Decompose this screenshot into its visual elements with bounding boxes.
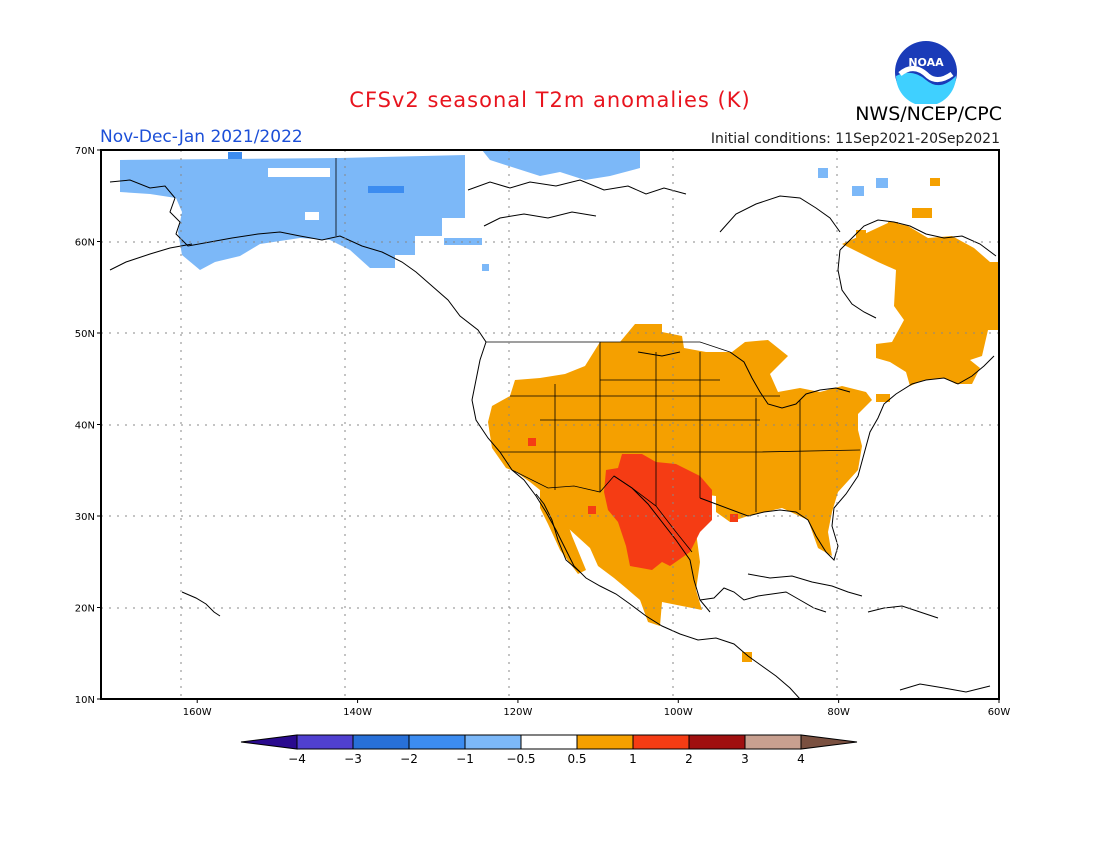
lat-tick-label: 50N <box>75 329 95 340</box>
lon-tick-label: 120W <box>503 707 532 718</box>
lat-tick-label: 40N <box>75 421 95 432</box>
colorbar-label: −0.5 <box>506 752 535 766</box>
colorbar-box <box>352 734 410 750</box>
lon-tick-label: 60W <box>988 707 1011 718</box>
lat-tick-label: 20N <box>75 604 95 615</box>
lat-tick-label: 70N <box>75 146 95 157</box>
colorbar-box <box>408 734 466 750</box>
lon-tick-label: 80W <box>827 707 850 718</box>
initial-conditions-label: Initial conditions: 11Sep2021-20Sep2021 <box>710 131 1000 147</box>
colorbar-label: 3 <box>741 752 749 766</box>
colorbar-box <box>576 734 634 750</box>
colorbar-label: 2 <box>685 752 693 766</box>
colorbar-box <box>744 734 802 750</box>
lat-tick-label: 30N <box>75 512 95 523</box>
colorbar-label: 4 <box>797 752 805 766</box>
graticule <box>101 150 999 699</box>
colorbar-box <box>688 734 746 750</box>
lon-tick-label: 100W <box>664 707 693 718</box>
colorbar-label: 0.5 <box>567 752 586 766</box>
noaa-logo-icon: NOAA <box>895 41 957 104</box>
lat-tick-label: 10N <box>75 695 95 706</box>
coastlines <box>109 179 997 699</box>
colorbar-arrow-high <box>800 734 858 750</box>
anomaly-fill-warm-red <box>528 438 738 570</box>
lat-tick-label: 60N <box>75 238 95 249</box>
colorbar-box <box>464 734 522 750</box>
political-borders <box>335 158 861 553</box>
colorbar-label: −4 <box>288 752 306 766</box>
colorbar-label: −3 <box>344 752 362 766</box>
colorbar-box <box>296 734 354 750</box>
colorbar-box <box>632 734 690 750</box>
agency-label: NWS/NCEP/CPC <box>855 103 1002 125</box>
colorbar: −4 −3 −2 −1 −0.5 0.5 1 2 3 4 <box>240 734 858 766</box>
chart-title: CFSv2 seasonal T2m anomalies (K) <box>349 88 751 112</box>
season-label: Nov-Dec-Jan 2021/2022 <box>100 127 303 147</box>
lat-tick-labels: 10N 20N 30N 40N 50N 60N 70N <box>75 146 101 706</box>
svg-text:NOAA: NOAA <box>908 56 944 69</box>
lon-tick-label: 160W <box>183 707 212 718</box>
colorbar-arrow-low <box>240 734 298 750</box>
anomaly-fill-cool-alaska <box>120 150 888 271</box>
colorbar-label: 1 <box>629 752 637 766</box>
lon-tick-label: 140W <box>343 707 372 718</box>
colorbar-label: −2 <box>400 752 418 766</box>
lon-tick-labels: 160W 140W 120W 100W 80W 60W <box>183 699 1011 718</box>
colorbar-label: −1 <box>456 752 474 766</box>
colorbar-box <box>520 734 578 750</box>
